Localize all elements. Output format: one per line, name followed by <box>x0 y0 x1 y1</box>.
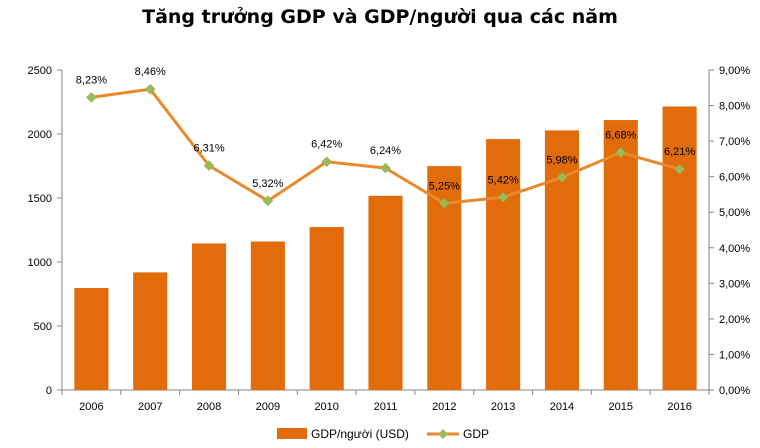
gdp-data-label: 8,46% <box>135 66 166 78</box>
x-tick-label: 2016 <box>667 401 691 413</box>
x-tick-label: 2014 <box>550 401 574 413</box>
gdp-data-label: 6,31% <box>193 143 224 155</box>
legend-bar-swatch <box>277 428 307 439</box>
left-tick-label: 0 <box>46 385 52 397</box>
gdp-point <box>674 163 685 175</box>
right-tick-label: 7,00% <box>719 136 750 148</box>
right-tick-label: 9,00% <box>719 65 750 77</box>
gdp-data-label: 8,23% <box>76 74 107 86</box>
chart-title: Tăng trưởng GDP và GDP/người qua các năm <box>142 6 618 28</box>
x-tick-label: 2015 <box>609 401 633 413</box>
gdp-point <box>615 147 627 158</box>
bar <box>191 243 227 390</box>
bar-series <box>74 106 697 390</box>
legend-bar-label: GDP/người (USD) <box>311 427 409 441</box>
x-tick-label: 2010 <box>314 401 338 413</box>
gdp-point <box>556 172 568 183</box>
gdp-point <box>497 191 509 203</box>
x-tick-label: 2008 <box>197 401 221 413</box>
line-series: 8,23% 8,46% 6,31% 5,32% 6,42% 6,24% 5,25% 5,42%… <box>76 66 695 209</box>
right-tick-label: 2,00% <box>719 314 750 326</box>
right-tick-label: 1,00% <box>719 349 750 361</box>
x-axis: 2006 2007 2008 2009 2010 2011 2012 2013 2014 2015… <box>61 389 710 413</box>
left-tick-label: 1000 <box>28 257 52 269</box>
gdp-point <box>144 83 156 95</box>
bar <box>662 106 697 390</box>
gdp-data-label: 6,24% <box>370 145 401 157</box>
gdp-data-label: 5,25% <box>429 180 460 192</box>
left-tick-label: 1500 <box>28 193 52 205</box>
left-axis: 0 500 1000 1500 2000 2500 <box>28 65 63 397</box>
legend-line-marker <box>438 429 448 439</box>
x-tick-label: 2009 <box>256 401 280 413</box>
bar <box>250 241 285 390</box>
legend-line-label: GDP <box>463 427 489 441</box>
bar <box>544 130 580 390</box>
gdp-point <box>380 162 391 174</box>
gdp-data-label: 6,68% <box>605 129 636 141</box>
x-tick-label: 2007 <box>138 401 162 413</box>
gdp-data-label: 6,42% <box>311 139 342 151</box>
gdp-point <box>203 160 215 171</box>
right-tick-label: 6,00% <box>719 172 750 184</box>
gdp-data-label: 6,21% <box>664 146 695 158</box>
right-tick-label: 8,00% <box>719 101 750 113</box>
gdp-point <box>321 156 333 168</box>
x-tick-label: 2011 <box>374 401 398 413</box>
gdp-data-label: 5,42% <box>488 174 519 186</box>
right-tick-label: 4,00% <box>719 243 750 255</box>
bar <box>603 120 638 390</box>
left-tick-label: 2000 <box>28 129 52 141</box>
bar <box>309 227 344 390</box>
bar <box>368 195 403 390</box>
bar <box>133 272 168 390</box>
x-tick-label: 2012 <box>432 401 456 413</box>
bar <box>486 139 521 390</box>
gdp-point <box>262 195 274 207</box>
gdp-point <box>86 92 97 103</box>
right-tick-label: 5,00% <box>719 207 750 219</box>
legend: GDP/người (USD) GDP <box>277 427 489 441</box>
right-tick-label: 3,00% <box>719 278 750 290</box>
gdp-data-label: 5,32% <box>252 178 283 190</box>
gdp-data-label: 5,98% <box>546 154 577 166</box>
left-tick-label: 500 <box>34 321 52 333</box>
gdp-point <box>438 197 450 209</box>
bar <box>74 287 109 390</box>
right-axis: 0,00% 1,00% 2,00% 3,00% 4,00% 5,00% 6,00% 7,00%… <box>708 65 750 397</box>
x-tick-label: 2013 <box>491 401 515 413</box>
x-tick-label: 2006 <box>79 401 103 413</box>
right-tick-label: 0,00% <box>719 385 750 397</box>
left-tick-label: 2500 <box>28 65 52 77</box>
